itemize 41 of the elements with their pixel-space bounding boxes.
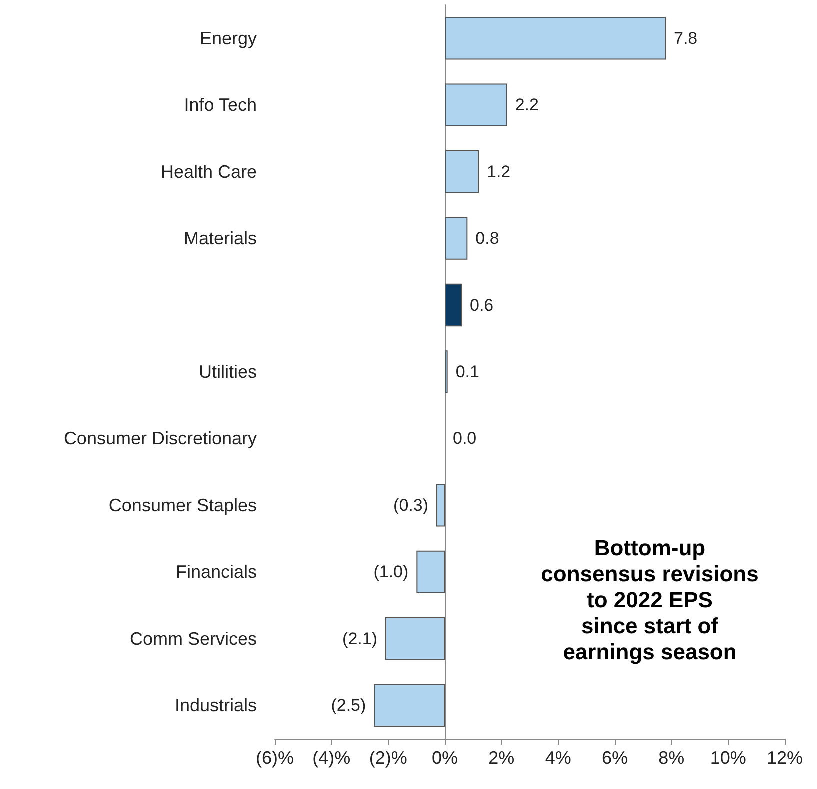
bar <box>416 550 445 594</box>
data-label: 0.0 <box>453 429 477 448</box>
y-tick-label: Consumer Staples <box>108 495 257 516</box>
y-tick-label: Utilities <box>198 362 257 382</box>
x-tick-label: 2% <box>488 748 515 768</box>
data-label: 2.2 <box>515 96 539 115</box>
y-tick-label: Info Tech <box>184 95 257 116</box>
data-label: (0.3) <box>394 496 428 515</box>
x-tick-label: 12% <box>766 748 804 768</box>
x-tick-label: 10% <box>710 748 746 768</box>
x-tick-label: (2)% <box>369 748 408 768</box>
y-tick-label: Health Care <box>160 162 257 182</box>
y-tick-label: Comm Services <box>130 628 257 649</box>
x-tick-label: 8% <box>658 748 685 768</box>
y-tick-label: Energy <box>200 28 257 48</box>
x-tick-label: 6% <box>602 748 628 768</box>
x-tick-label: 4% <box>545 748 572 768</box>
bar <box>386 618 445 660</box>
data-label: (1.0) <box>374 562 409 582</box>
x-tick-label: (4)% <box>312 748 351 768</box>
bar <box>445 150 479 194</box>
bar <box>436 484 445 527</box>
x-tick-label: (6)% <box>256 748 294 768</box>
data-label: 0.6 <box>470 296 494 315</box>
bar <box>445 217 468 260</box>
x-tick-label: 0% <box>432 748 458 768</box>
bar <box>445 84 508 126</box>
data-label: 0.8 <box>476 229 500 248</box>
annotation: Bottom-up consensus revisions to 2022 EPS since start of earnings season <box>541 536 759 664</box>
y-tick-label: Consumer Discretionary <box>64 428 257 449</box>
bar <box>374 684 445 727</box>
data-label: (2.1) <box>342 629 378 648</box>
data-label: (2.5) <box>331 696 366 716</box>
y-tick-label: Financials <box>176 562 257 582</box>
data-label: 7.8 <box>674 28 698 48</box>
y-tick-label: Industrials <box>174 696 257 716</box>
bar <box>445 17 666 60</box>
bar <box>445 284 462 327</box>
y-tick-label: Materials <box>184 228 257 249</box>
data-label: 0.1 <box>456 362 480 382</box>
data-label: 1.2 <box>487 162 511 182</box>
